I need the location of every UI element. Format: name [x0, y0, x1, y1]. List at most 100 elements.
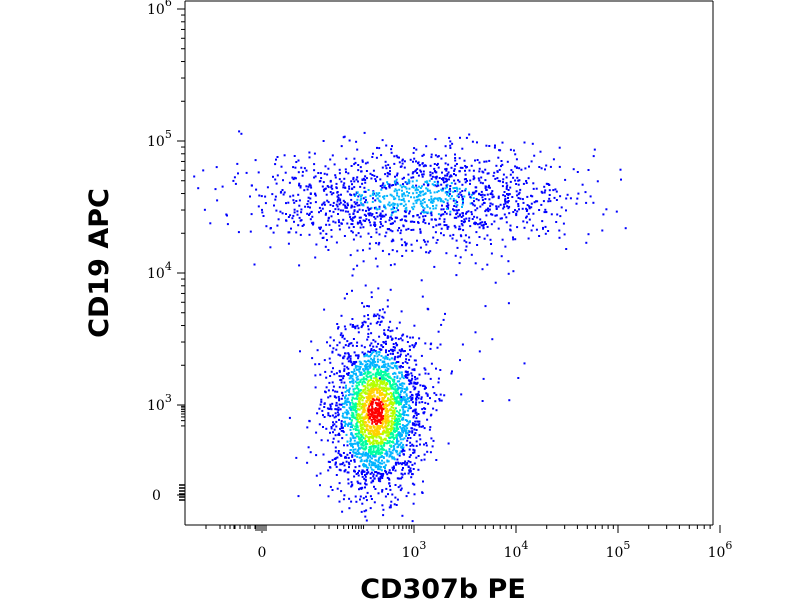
event-dot: [306, 212, 309, 215]
event-dot: [372, 473, 375, 476]
event-dot: [441, 171, 443, 174]
event-dot: [356, 222, 359, 225]
event-dot: [389, 427, 392, 430]
event-dot: [411, 206, 414, 209]
event-dot: [394, 362, 397, 364]
event-dot: [348, 391, 351, 393]
event-dot: [376, 355, 379, 358]
event-dot: [458, 262, 461, 265]
event-dot: [413, 428, 416, 431]
event-dot: [363, 477, 366, 480]
event-dot: [385, 419, 388, 422]
event-dot: [434, 231, 437, 234]
event-dot: [371, 406, 374, 409]
event-dot: [454, 157, 457, 159]
event-dot: [382, 365, 385, 368]
event-dot: [369, 451, 372, 454]
event-dot: [385, 427, 388, 430]
event-dot: [374, 415, 377, 418]
event-dot: [403, 449, 406, 452]
event-dot: [509, 173, 512, 176]
event-dot: [377, 404, 380, 407]
event-dot: [430, 218, 433, 221]
event-dot: [370, 352, 373, 355]
event-dot: [409, 467, 412, 470]
event-dot: [393, 447, 396, 450]
event-dot: [360, 433, 363, 436]
event-dot: [359, 425, 362, 427]
event-dot: [389, 264, 392, 267]
event-dot: [430, 210, 433, 213]
event-dot: [381, 459, 383, 462]
event-dot: [412, 502, 415, 505]
event-dot: [474, 331, 477, 334]
event-dot: [377, 387, 380, 390]
event-dot: [423, 240, 426, 243]
event-dot: [353, 193, 356, 196]
event-dot: [435, 393, 438, 396]
event-dot: [382, 438, 385, 441]
event-dot: [369, 344, 372, 347]
event-dot: [558, 236, 561, 239]
event-dot: [412, 451, 415, 454]
event-dot: [392, 456, 395, 459]
event-dot: [393, 428, 396, 431]
event-dot: [421, 162, 424, 165]
event-dot: [357, 391, 360, 394]
event-dot: [520, 168, 523, 171]
event-dot: [470, 213, 473, 216]
event-dot: [363, 448, 366, 451]
event-dot: [274, 198, 277, 201]
event-dot: [380, 355, 383, 357]
event-dot: [354, 407, 357, 409]
event-dot: [433, 163, 436, 165]
event-dot: [385, 393, 388, 396]
event-dot: [405, 354, 408, 357]
event-dot: [385, 399, 388, 402]
event-dot: [338, 375, 341, 378]
event-dot: [518, 208, 520, 211]
event-dot: [381, 433, 384, 436]
event-dot: [380, 370, 383, 373]
event-dot: [298, 184, 300, 187]
event-dot: [408, 366, 411, 369]
event-dot: [368, 397, 371, 400]
event-dot: [415, 423, 418, 426]
event-dot: [390, 151, 393, 154]
event-dot: [386, 194, 389, 197]
event-dot: [414, 424, 417, 427]
event-dot: [376, 320, 379, 323]
event-dot: [332, 385, 335, 388]
event-dot: [330, 186, 333, 189]
event-dot: [408, 421, 411, 423]
x-tick-label: 105: [606, 539, 631, 561]
event-dot: [383, 461, 386, 464]
event-dot: [378, 436, 381, 439]
event-dot: [342, 218, 345, 221]
event-dot: [293, 211, 296, 214]
event-dot: [396, 450, 399, 453]
event-dot: [377, 441, 380, 444]
event-dot: [313, 169, 316, 172]
event-dot: [548, 197, 551, 200]
event-dot: [445, 180, 448, 183]
event-dot: [342, 412, 344, 415]
event-dot: [404, 181, 407, 184]
event-dot: [478, 222, 481, 225]
event-dot: [348, 417, 351, 420]
event-dot: [385, 373, 388, 376]
event-dot: [542, 227, 544, 230]
event-dot: [434, 400, 437, 403]
event-dot: [353, 406, 355, 409]
event-dot: [390, 420, 393, 422]
event-dot: [416, 239, 418, 242]
event-dot: [398, 415, 401, 418]
event-dot: [303, 189, 306, 192]
event-dot: [408, 397, 411, 400]
event-dot: [391, 466, 394, 469]
event-dot: [405, 386, 408, 389]
event-dot: [304, 205, 307, 208]
event-dot: [408, 400, 411, 403]
event-dot: [441, 189, 444, 192]
event-dot: [400, 472, 403, 475]
